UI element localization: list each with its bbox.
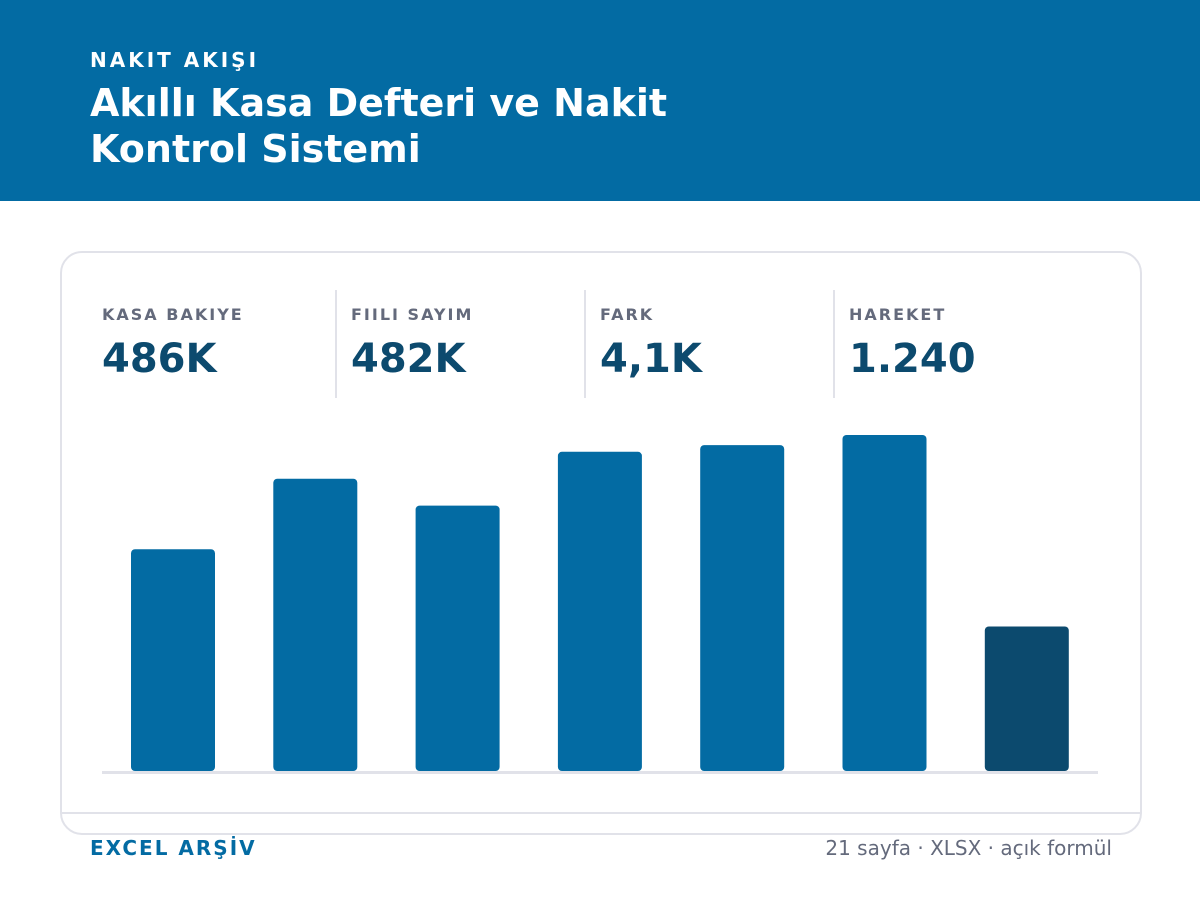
stat-separator xyxy=(335,290,337,398)
stat-label: FIILI SAYIM xyxy=(351,305,474,324)
header-banner: NAKIT AKIŞI Akıllı Kasa Defteri ve Nakit… xyxy=(0,0,1200,201)
stat-label: HAREKET xyxy=(849,305,947,324)
chart-bar-4 xyxy=(557,451,642,771)
bar-group xyxy=(131,435,1069,771)
stat-separator xyxy=(584,290,586,398)
footer-meta: 21 sayfa · XLSX · açık formül xyxy=(825,836,1112,860)
chart-bar-3 xyxy=(415,505,500,771)
header-eyebrow: NAKIT AKIŞI xyxy=(90,48,260,72)
chart-bar-1 xyxy=(131,549,215,771)
chart-baseline xyxy=(102,771,1098,774)
stat-value: 1.240 xyxy=(849,336,976,382)
stat-label: FARK xyxy=(600,305,655,324)
footer-brand: EXCEL ARŞİV xyxy=(90,836,257,860)
stat-label: KASA BAKIYE xyxy=(102,305,244,324)
chart-bar-6 xyxy=(842,435,927,771)
chart-bar-7 xyxy=(984,626,1069,771)
stat-value: 4,1K xyxy=(600,336,702,382)
stat-separator xyxy=(833,290,835,398)
stat-value: 482K xyxy=(351,336,466,382)
chart-bar-2 xyxy=(273,478,358,771)
card-footer-divider xyxy=(60,812,1140,814)
chart-bar-5 xyxy=(700,445,785,771)
stat-value: 486K xyxy=(102,336,217,382)
page-title: Akıllı Kasa Defteri ve Nakit Kontrol Sis… xyxy=(90,81,668,171)
